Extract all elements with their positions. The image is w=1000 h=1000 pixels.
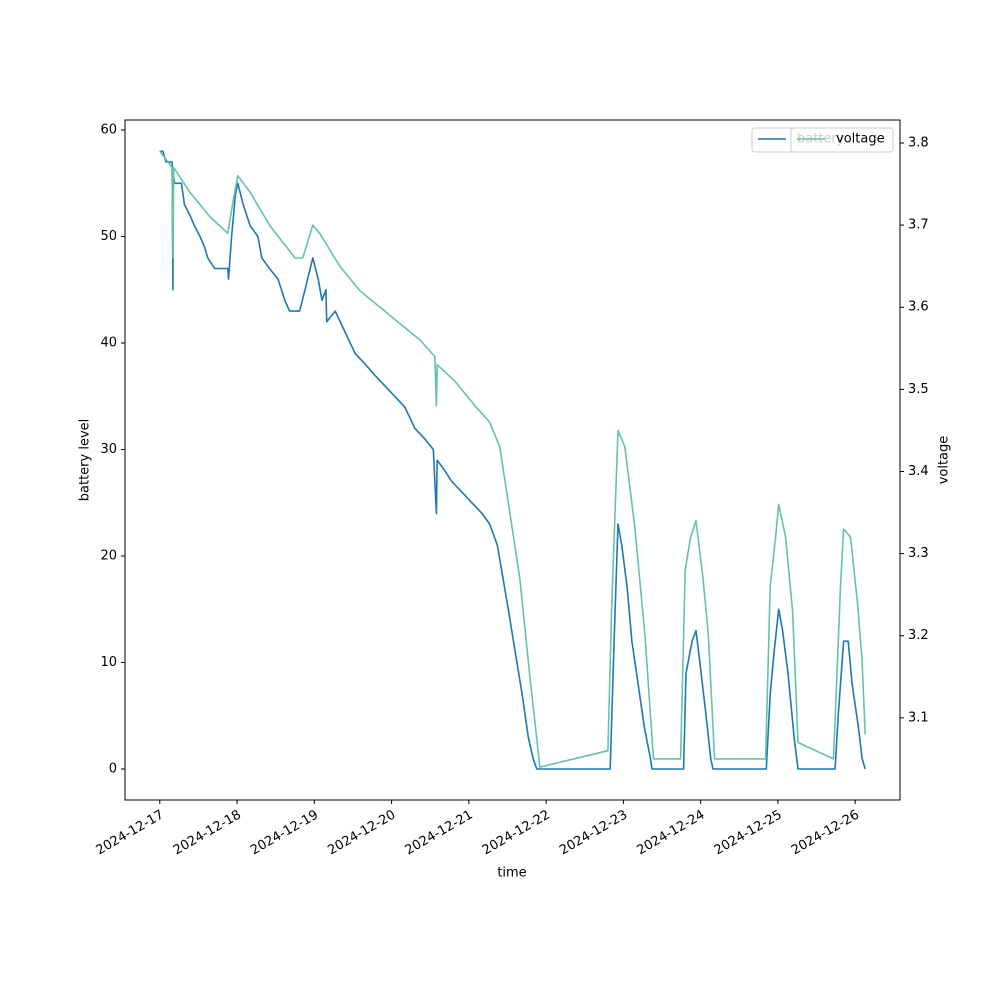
y-tick-label: 0 bbox=[109, 762, 117, 777]
y-tick-label: 20 bbox=[100, 549, 117, 564]
y2-tick-label: 3.8 bbox=[908, 135, 929, 150]
x-axis-label: time bbox=[497, 866, 526, 881]
y-axis-label: battery level bbox=[78, 419, 93, 502]
legend: voltage bbox=[790, 127, 894, 153]
y2-tick-label: 3.2 bbox=[908, 628, 929, 643]
y2-tick-label: 3.4 bbox=[908, 464, 929, 479]
y-tick-label: 10 bbox=[100, 655, 117, 670]
y2-axis-label: voltage bbox=[937, 436, 952, 485]
y-tick-label: 40 bbox=[100, 336, 117, 351]
y-tick-label: 50 bbox=[100, 229, 117, 244]
y-tick-label: 30 bbox=[100, 442, 117, 457]
y2-tick-label: 3.6 bbox=[908, 300, 929, 315]
y2-tick-label: 3.1 bbox=[908, 710, 929, 725]
series-line bbox=[159, 150, 866, 768]
y2-tick-label: 3.7 bbox=[908, 218, 929, 233]
y2-tick-label: 3.5 bbox=[908, 382, 929, 397]
legend-label: voltage bbox=[836, 132, 885, 147]
series-line bbox=[159, 150, 866, 770]
y2-tick-label: 3.3 bbox=[908, 546, 929, 561]
plot-frame bbox=[124, 119, 901, 801]
y-tick-label: 60 bbox=[100, 123, 117, 138]
legend-box bbox=[790, 127, 894, 153]
